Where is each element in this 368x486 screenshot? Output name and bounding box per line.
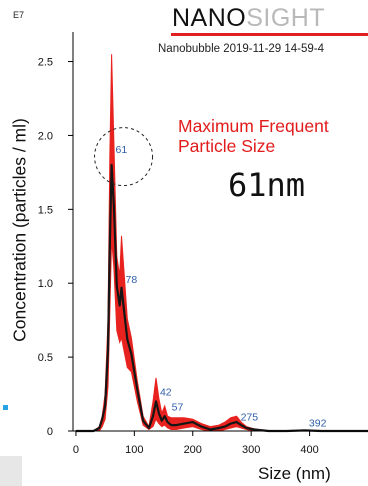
brand-underline bbox=[171, 33, 368, 36]
max-size-annotation: Maximum Frequent Particle Size bbox=[178, 116, 329, 156]
brand-logo: NANOSIGHT bbox=[172, 4, 325, 33]
peak-label: 78 bbox=[125, 274, 137, 286]
y-tick-label: 2.5 bbox=[38, 57, 53, 69]
error-band bbox=[75, 54, 368, 432]
x-tick-label: 300 bbox=[242, 444, 260, 456]
x-tick-label: 100 bbox=[125, 444, 143, 456]
y-exponent-label: E7 bbox=[13, 10, 25, 20]
max-size-value: 61nm bbox=[228, 166, 306, 204]
annotation-line-2: Particle Size bbox=[178, 136, 276, 156]
y-axis-label: Concentration (particles / ml) bbox=[9, 118, 30, 342]
gray-panel-edge bbox=[0, 456, 22, 486]
y-tick-label: 1.5 bbox=[38, 204, 53, 216]
peak-highlight-circle bbox=[94, 127, 154, 187]
blue-marker bbox=[3, 405, 8, 410]
peak-label: 42 bbox=[160, 387, 172, 399]
peak-label: 61 bbox=[116, 144, 128, 156]
x-axis-label: Size (nm) bbox=[258, 464, 331, 483]
y-tick-label: 0 bbox=[47, 426, 53, 438]
x-tick-label: 200 bbox=[184, 444, 202, 456]
x-tick-label: 400 bbox=[300, 444, 318, 456]
peak-label: 57 bbox=[172, 401, 184, 413]
y-tick-label: 1.0 bbox=[38, 278, 53, 290]
brand-sight: SIGHT bbox=[246, 4, 326, 32]
x-tick-label: 0 bbox=[73, 444, 79, 456]
brand-nano: NANO bbox=[172, 4, 247, 32]
peak-label: 275 bbox=[241, 412, 259, 424]
y-tick-label: 0.5 bbox=[38, 352, 53, 364]
annotation-line-1: Maximum Frequent bbox=[178, 116, 329, 136]
y-tick-label: 2.0 bbox=[38, 130, 53, 142]
mean-line bbox=[75, 163, 368, 433]
sample-label: Nanobubble 2019-11-29 14-59-4 bbox=[158, 43, 325, 55]
peak-label: 392 bbox=[309, 418, 327, 430]
